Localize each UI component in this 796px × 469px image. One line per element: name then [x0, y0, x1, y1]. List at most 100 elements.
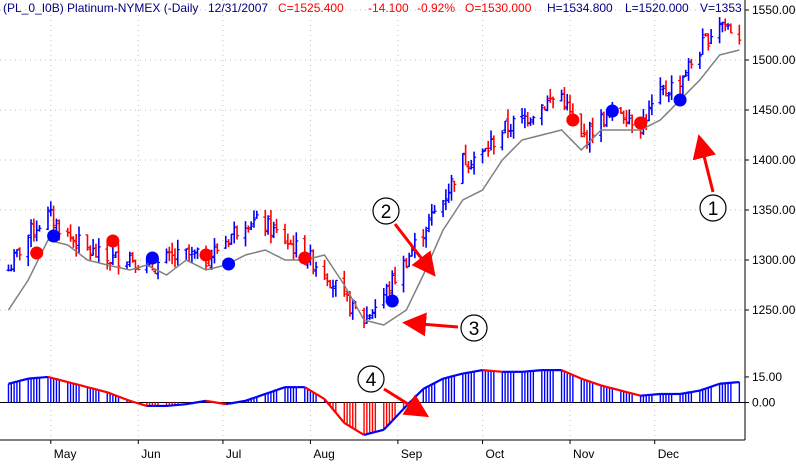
osc-signal-line	[584, 380, 587, 381]
header-close: C=1525.400	[278, 1, 344, 15]
osc-signal-line	[607, 387, 610, 388]
osc-signal-line	[570, 374, 573, 375]
month-tick-label: Nov	[573, 447, 594, 461]
annotation-number: 2	[381, 202, 392, 223]
header-low: L=1520.000	[625, 1, 689, 15]
osc-signal-line	[700, 390, 703, 391]
osc-signal-line	[246, 400, 249, 401]
sell-signal-dot	[106, 235, 119, 248]
month-tick-label: Jul	[226, 447, 241, 461]
osc-signal-line	[691, 391, 699, 392]
annotation-arrow	[700, 140, 713, 192]
osc-signal-line	[581, 379, 584, 380]
osc-signal-line	[76, 384, 79, 385]
trailing-stop-line	[8, 50, 739, 325]
osc-signal-line	[110, 393, 113, 394]
sell-signal-dot	[200, 249, 213, 262]
osc-signal-line	[395, 409, 403, 418]
osc-signal-line	[449, 376, 452, 377]
osc-signal-line	[452, 376, 455, 377]
osc-signal-line	[621, 391, 624, 392]
osc-signal-line	[308, 389, 311, 391]
osc-signal-line	[705, 388, 708, 389]
osc-signal-line	[350, 426, 353, 428]
buy-signal-dot	[146, 252, 159, 265]
osc-signal-line	[107, 392, 110, 393]
month-tick-label: May	[54, 447, 77, 461]
osc-signal-line	[432, 383, 435, 384]
osc-signal-line	[257, 394, 265, 397]
header-change-pct: -0.92%	[417, 1, 455, 15]
buy-signal-dot	[222, 258, 235, 271]
stop-area	[8, 50, 739, 325]
osc-signal-line	[113, 394, 116, 395]
osc-signal-line	[587, 381, 590, 382]
osc-signal-line	[99, 390, 107, 392]
osc-signal-line	[604, 386, 607, 387]
buy-signal-dot	[47, 230, 60, 243]
osc-signal-line	[127, 400, 130, 401]
osc-signal-line	[251, 398, 254, 399]
osc-signal-line	[564, 371, 567, 372]
osc-signal-line	[474, 370, 482, 371]
price-tick-label: 1450.000	[752, 103, 796, 117]
sell-signal-dot	[634, 117, 647, 130]
price-area	[6, 17, 741, 328]
osc-signal-line	[590, 382, 593, 383]
osc-signal-line	[356, 430, 364, 435]
osc-signal-line	[48, 377, 51, 378]
osc-signal-line	[237, 401, 245, 402]
osc-signal-line	[731, 382, 739, 383]
osc-signal-line	[271, 391, 274, 392]
osc-signal-line	[310, 391, 313, 393]
osc-signal-line	[632, 393, 640, 395]
osc-signal-line	[14, 382, 17, 383]
header-high: H=1534.800	[547, 1, 613, 15]
osc-signal-line	[347, 425, 350, 427]
osc-signal-line	[305, 387, 308, 389]
osc-signal-line	[265, 393, 268, 394]
header-open: O=1530.000	[465, 1, 532, 15]
osc-signal-line	[708, 387, 711, 388]
osc-signal-line	[40, 377, 48, 378]
month-tick-label: Aug	[313, 447, 334, 461]
osc-signal-line	[119, 397, 127, 400]
header-volume: V=1353	[700, 1, 742, 15]
osc-signal-line	[612, 388, 620, 390]
buy-signal-dot	[606, 105, 619, 118]
osc-signal-line	[93, 389, 96, 390]
osc-signal-line	[73, 384, 76, 385]
annotation-number: 3	[469, 319, 480, 340]
price-tick-label: 1400.000	[752, 153, 796, 167]
osc-signal-line	[51, 378, 54, 379]
osc-signal-line	[593, 383, 601, 386]
osc-signal-line	[274, 390, 277, 391]
sell-signal-dot	[566, 114, 579, 127]
osc-signal-line	[313, 392, 316, 394]
osc-signal-line	[71, 383, 74, 384]
osc-signal-line	[423, 387, 426, 388]
osc-signal-line	[254, 397, 257, 398]
osc-signal-line	[79, 385, 87, 387]
osc-signal-line	[353, 428, 356, 430]
osc-signal-line	[494, 371, 502, 372]
osc-signal-line	[248, 399, 251, 400]
osc-signal-line	[344, 423, 347, 425]
header-symbol: (PL_0_I0B) Platinum-NYMEX (-Daily	[3, 1, 198, 15]
osc-signal-line	[562, 370, 565, 371]
osc-signal-line	[17, 381, 20, 382]
osc-signal-line	[96, 389, 99, 390]
osc-tick-label: 0.00	[752, 396, 776, 410]
osc-signal-line	[178, 404, 186, 405]
price-tick-label: 1350.000	[752, 203, 796, 217]
annotation-number: 4	[366, 370, 377, 391]
osc-signal-line	[138, 403, 146, 406]
osc-signal-line	[610, 388, 613, 389]
osc-signal-line	[454, 374, 462, 376]
y-axis: 1250.0001300.0001350.0001400.0001450.000…	[745, 3, 796, 410]
osc-signal-line	[198, 401, 206, 402]
osc-signal-line	[435, 379, 443, 383]
price-tick-label: 1500.000	[752, 53, 796, 67]
